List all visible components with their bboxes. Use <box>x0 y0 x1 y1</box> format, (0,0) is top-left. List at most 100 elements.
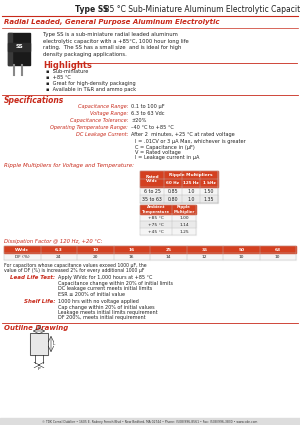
Text: density packaging applications.: density packaging applications. <box>43 51 127 57</box>
Text: DC Leakage Current:: DC Leakage Current: <box>76 132 128 137</box>
Text: ESR ≤ 200% of initial value: ESR ≤ 200% of initial value <box>58 292 125 297</box>
Text: Ripple
Multiplier: Ripple Multiplier <box>173 205 195 214</box>
Bar <box>187 253 223 260</box>
Bar <box>8 42 30 51</box>
Text: ±20%: ±20% <box>131 118 146 123</box>
Text: Outline Drawing: Outline Drawing <box>4 325 68 331</box>
Text: 6.3 to 63 Vdc: 6.3 to 63 Vdc <box>131 111 164 116</box>
Text: +75 °C: +75 °C <box>148 223 164 227</box>
Text: 1.35: 1.35 <box>204 196 214 201</box>
Text: +45 °C: +45 °C <box>148 230 164 233</box>
Bar <box>4 246 40 253</box>
Bar <box>260 253 296 260</box>
Text: Capacitance change within 20% of initial limits: Capacitance change within 20% of initial… <box>58 280 173 286</box>
Bar <box>77 246 113 253</box>
Text: Capacitance Range:: Capacitance Range: <box>78 104 128 109</box>
Bar <box>172 214 196 221</box>
Text: 0.80: 0.80 <box>168 196 178 201</box>
Text: Radial Leaded, General Purpose Aluminum Electrolytic: Radial Leaded, General Purpose Aluminum … <box>4 19 220 25</box>
Text: © TDK Cornel Dubilier • 1605 E. Rodney French Blvd • New Bedford, MA 02744 • Pho: © TDK Cornel Dubilier • 1605 E. Rodney F… <box>42 419 258 423</box>
Text: ▪  Available in T&R and ammo pack: ▪ Available in T&R and ammo pack <box>46 87 136 92</box>
Bar <box>0 2 300 16</box>
Text: 85 °C Sub-Miniature Aluminum Electrolytic Capacitors: 85 °C Sub-Miniature Aluminum Electrolyti… <box>100 5 300 14</box>
Bar <box>150 246 187 253</box>
Text: 14: 14 <box>166 255 171 258</box>
Text: Shelf Life:: Shelf Life: <box>23 299 55 304</box>
Bar <box>200 187 218 195</box>
Bar <box>40 246 77 253</box>
Text: DF (%): DF (%) <box>15 255 30 258</box>
Text: 16: 16 <box>129 255 134 258</box>
Bar <box>140 228 172 235</box>
Bar <box>113 246 150 253</box>
Text: Lead Life Test:: Lead Life Test: <box>10 275 55 280</box>
Bar <box>164 187 182 195</box>
Text: 0.1 to 100 μF: 0.1 to 100 μF <box>131 104 165 109</box>
Bar <box>164 179 182 187</box>
Bar <box>172 228 196 235</box>
Text: For capacitors whose capacitance values exceed 1000 μF, the: For capacitors whose capacitance values … <box>4 263 147 268</box>
Bar <box>223 253 260 260</box>
Bar <box>8 33 30 65</box>
Bar <box>182 187 200 195</box>
Bar <box>182 195 200 203</box>
Text: 0.85: 0.85 <box>168 189 178 193</box>
Text: electrolytic capacitor with a +85°C, 1000 hour long life: electrolytic capacitor with a +85°C, 100… <box>43 39 189 43</box>
Text: +85 °C: +85 °C <box>148 215 164 219</box>
Bar <box>260 246 296 253</box>
Text: 16: 16 <box>129 247 135 252</box>
Bar <box>172 205 196 214</box>
Text: C = Capacitance in (μF): C = Capacitance in (μF) <box>135 144 195 150</box>
Text: 50: 50 <box>238 247 244 252</box>
Bar <box>140 171 164 187</box>
Text: Voltage Range:: Voltage Range: <box>90 111 128 116</box>
Text: 25: 25 <box>165 247 171 252</box>
Text: 125 Hz: 125 Hz <box>183 181 199 185</box>
Text: 1.25: 1.25 <box>179 230 189 233</box>
Text: Ripple Multipliers for Voltage and Temperature:: Ripple Multipliers for Voltage and Tempe… <box>4 163 134 168</box>
Text: Type SS: Type SS <box>75 5 108 14</box>
Text: 1.14: 1.14 <box>179 223 189 227</box>
Bar <box>140 214 172 221</box>
Text: 1 kHz: 1 kHz <box>202 181 215 185</box>
Text: 6.3: 6.3 <box>55 247 63 252</box>
Bar <box>0 418 300 425</box>
Bar <box>140 205 172 214</box>
Text: ▪  +85 °C: ▪ +85 °C <box>46 75 71 80</box>
Text: Highlights: Highlights <box>43 61 92 70</box>
Bar <box>223 246 260 253</box>
Text: ▪  Sub-miniature: ▪ Sub-miniature <box>46 69 88 74</box>
Text: 10: 10 <box>275 255 280 258</box>
Text: 1.0: 1.0 <box>187 189 195 193</box>
Text: ▪  Great for high-density packaging: ▪ Great for high-density packaging <box>46 81 136 86</box>
Text: Dissipation Factor @ 120 Hz, +20 °C:: Dissipation Factor @ 120 Hz, +20 °C: <box>4 239 102 244</box>
Text: 1.50: 1.50 <box>204 189 214 193</box>
Bar <box>30 333 48 355</box>
Bar <box>200 179 218 187</box>
Text: 10: 10 <box>92 247 98 252</box>
Bar <box>77 253 113 260</box>
Text: –40 °C to +85 °C: –40 °C to +85 °C <box>131 125 174 130</box>
Text: 10: 10 <box>238 255 244 258</box>
Bar <box>150 253 187 260</box>
Text: 35: 35 <box>202 247 208 252</box>
Text: value of DF (%) is increased 2% for every additional 1000 μF: value of DF (%) is increased 2% for ever… <box>4 268 145 273</box>
Text: 60 Hz: 60 Hz <box>167 181 179 185</box>
Text: Specifications: Specifications <box>4 96 64 105</box>
Text: 24: 24 <box>56 255 62 258</box>
Text: Leakage meets initial limits requirement: Leakage meets initial limits requirement <box>58 310 158 315</box>
Bar <box>164 171 218 179</box>
Bar <box>8 33 12 65</box>
Text: After 2  minutes, +25 °C at rated voltage: After 2 minutes, +25 °C at rated voltage <box>131 132 235 137</box>
Text: I = Leakage current in μA: I = Leakage current in μA <box>135 156 200 161</box>
Bar <box>140 187 164 195</box>
Text: Apply WVdc for 1,000 hours at +85 °C: Apply WVdc for 1,000 hours at +85 °C <box>58 275 152 280</box>
Bar <box>40 253 77 260</box>
Text: Ripple Multipliers: Ripple Multipliers <box>169 173 213 177</box>
Bar <box>30 333 48 355</box>
Text: 6 to 25: 6 to 25 <box>144 189 160 193</box>
Text: I = .01CV or 3 μA Max, whichever is greater: I = .01CV or 3 μA Max, whichever is grea… <box>135 139 246 144</box>
Bar <box>113 253 150 260</box>
Text: rating.  The SS has a small size  and is ideal for high: rating. The SS has a small size and is i… <box>43 45 182 50</box>
Text: 35 to 63: 35 to 63 <box>142 196 162 201</box>
